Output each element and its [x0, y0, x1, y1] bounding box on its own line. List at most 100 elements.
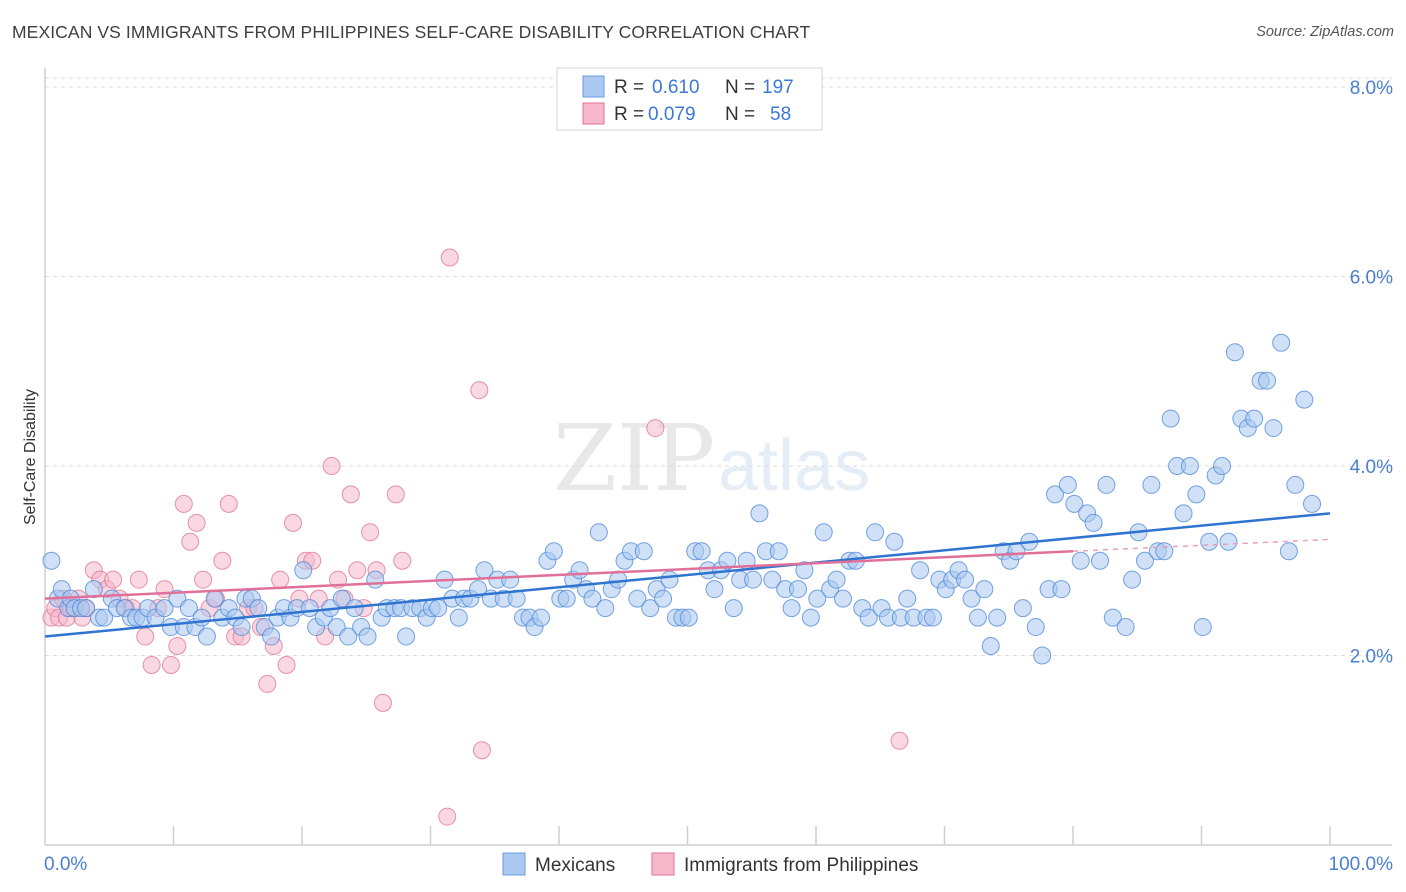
- mexicans-point: [1161, 409, 1180, 428]
- philippines-point: [219, 494, 238, 513]
- mexicans-point: [42, 551, 61, 570]
- philippines-point: [322, 456, 341, 475]
- mexicans-point: [763, 570, 782, 589]
- mexicans-point: [1142, 475, 1161, 494]
- mexicans-point: [1052, 580, 1071, 599]
- philippines-point: [136, 627, 155, 646]
- mexicans-point: [95, 608, 114, 627]
- mexicans-point: [833, 589, 852, 608]
- mexicans-point: [589, 523, 608, 542]
- mexicans-point: [339, 627, 358, 646]
- mexicans-point: [1135, 551, 1154, 570]
- mexicans-point: [294, 561, 313, 580]
- mexicans-point: [981, 637, 1000, 656]
- mexicans-point: [660, 570, 679, 589]
- philippines-point: [440, 248, 459, 267]
- mexicans-point: [1187, 485, 1206, 504]
- mexicans-point: [1033, 646, 1052, 665]
- mexicans-point: [1174, 504, 1193, 523]
- mexicans-point: [898, 589, 917, 608]
- trend-line-philippines-extension: [1072, 538, 1331, 553]
- source-label: Source: ZipAtlas.com: [1256, 24, 1394, 40]
- y-axis-title: Self-Care Disability: [22, 389, 39, 525]
- y-tick-label: 4.0%: [1350, 457, 1393, 478]
- philippines-point: [271, 570, 290, 589]
- mexicans-point: [782, 599, 801, 618]
- mexicans-point: [859, 608, 878, 627]
- mexicans-point: [197, 627, 216, 646]
- philippines-point: [386, 485, 405, 504]
- bottom-legend-label-mexicans: Mexicans: [535, 855, 615, 876]
- philippines-point: [187, 513, 206, 532]
- mexicans-point: [358, 627, 377, 646]
- philippines-point: [646, 419, 665, 438]
- mexicans-point: [1219, 532, 1238, 551]
- mexicans-point: [249, 599, 268, 618]
- mexicans-point: [1065, 494, 1084, 513]
- mexicans-point: [1090, 551, 1109, 570]
- mexicans-point: [544, 542, 563, 561]
- legend-r-label-2: R =: [614, 104, 644, 125]
- mexicans-point: [583, 589, 602, 608]
- mexicans-point: [827, 570, 846, 589]
- x-axis-ticks: [172, 826, 1331, 845]
- mexicans-point: [628, 589, 647, 608]
- philippines-point: [181, 532, 200, 551]
- mexicans-point: [679, 608, 698, 627]
- philippines-point: [470, 381, 489, 400]
- x-tick-label-max: 100.0%: [1329, 854, 1394, 875]
- mexicans-point: [532, 608, 551, 627]
- mexicans-point: [501, 570, 520, 589]
- mexicans-point: [866, 523, 885, 542]
- legend-r-value-2: 0.079: [648, 104, 696, 125]
- mexicans-point: [1264, 419, 1283, 438]
- mexicans-point: [449, 608, 468, 627]
- philippines-point: [174, 494, 193, 513]
- series-philippines-points: [42, 248, 909, 826]
- mexicans-point: [968, 608, 987, 627]
- philippines-point: [341, 485, 360, 504]
- mexicans-point: [962, 589, 981, 608]
- mexicans-point: [1046, 485, 1065, 504]
- mexicans-point: [634, 542, 653, 561]
- mexicans-point: [885, 532, 904, 551]
- mexicans-point: [1295, 390, 1314, 409]
- philippines-point: [348, 561, 367, 580]
- bottom-legend-label-philippines: Immigrants from Philippines: [684, 855, 918, 876]
- mexicans-point: [1213, 456, 1232, 475]
- legend-n-value-1: 197: [762, 77, 794, 98]
- mexicans-point: [192, 608, 211, 627]
- mexicans-point: [232, 618, 251, 637]
- mexicans-point: [262, 627, 281, 646]
- mexicans-point: [975, 580, 994, 599]
- philippines-point: [277, 655, 296, 674]
- watermark-zip: ZIP: [553, 405, 715, 512]
- mexicans-point: [1286, 475, 1305, 494]
- philippines-point: [361, 523, 380, 542]
- mexicans-point: [724, 599, 743, 618]
- mexicans-point: [1245, 409, 1264, 428]
- philippines-point: [890, 731, 909, 750]
- mexicans-point: [911, 561, 930, 580]
- mexicans-point: [1225, 343, 1244, 362]
- series-mexicans-points: [42, 333, 1322, 665]
- chart-title: MEXICAN VS IMMIGRANTS FROM PHILIPPINES S…: [12, 22, 811, 42]
- mexicans-point: [179, 599, 198, 618]
- mexicans-point: [750, 504, 769, 523]
- bottom-legend-swatch-mexicans: [502, 852, 526, 876]
- x-tick-label-min: 0.0%: [44, 854, 87, 875]
- mexicans-point: [1258, 371, 1277, 390]
- mexicans-point: [692, 542, 711, 561]
- philippines-point: [393, 551, 412, 570]
- mexicans-point: [84, 580, 103, 599]
- mexicans-point: [77, 599, 96, 618]
- mexicans-point: [366, 570, 385, 589]
- mexicans-point: [795, 561, 814, 580]
- mexicans-point: [1097, 475, 1116, 494]
- legend-n-label-2: N =: [725, 104, 755, 125]
- philippines-point: [438, 807, 457, 826]
- mexicans-point: [814, 523, 833, 542]
- mexicans-point: [769, 542, 788, 561]
- philippines-point: [213, 551, 232, 570]
